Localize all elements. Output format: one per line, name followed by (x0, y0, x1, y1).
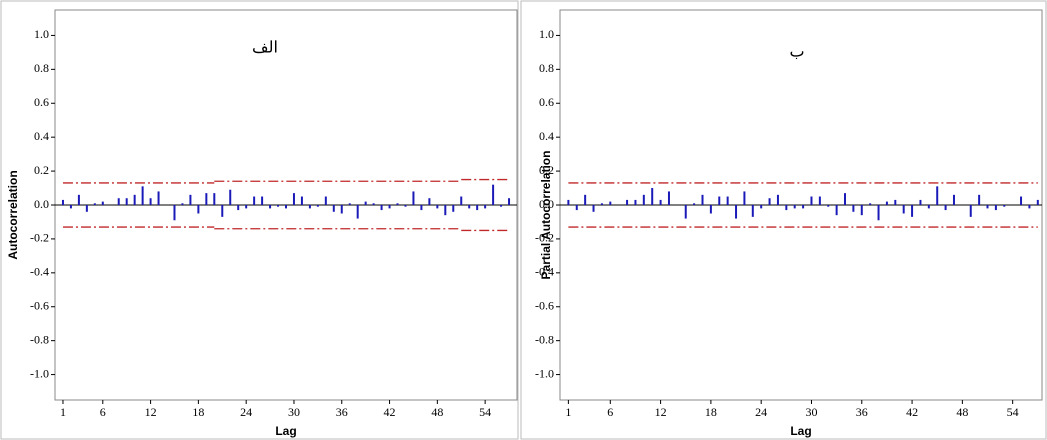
x-tick-label: 36 (336, 405, 348, 419)
x-tick-label: 36 (856, 405, 868, 419)
x-tick-label: 1 (565, 405, 571, 419)
x-tick-label: 54 (1007, 405, 1019, 419)
y-tick-label: 0.2 (34, 163, 49, 177)
y-tick-label: 0.2 (539, 163, 554, 177)
x-tick-label: 6 (100, 405, 106, 419)
x-tick-label: 54 (479, 405, 491, 419)
y-tick-label: 1.0 (539, 27, 554, 41)
y-axis-label: Autocorrelation (6, 170, 20, 259)
y-tick-label: -0.4 (535, 265, 554, 279)
x-tick-label: 12 (655, 405, 667, 419)
y-tick-label: 0.0 (539, 197, 554, 211)
y-tick-label: -0.8 (30, 332, 49, 346)
y-tick-label: 0.6 (34, 95, 49, 109)
x-tick-label: 30 (805, 405, 817, 419)
x-tick-label: 18 (192, 405, 204, 419)
x-tick-label: 42 (906, 405, 918, 419)
y-tick-label: -0.2 (535, 231, 554, 245)
y-axis-label: Partial Autocorrelation (539, 151, 553, 280)
x-tick-label: 48 (956, 405, 968, 419)
chart-title: الف (252, 38, 278, 57)
y-tick-label: -0.6 (535, 298, 554, 312)
x-tick-label: 1 (60, 405, 66, 419)
y-tick-label: 0.8 (34, 61, 49, 75)
y-tick-label: -1.0 (30, 366, 49, 380)
x-tick-label: 42 (384, 405, 396, 419)
x-tick-label: 24 (240, 405, 252, 419)
y-tick-label: -0.2 (30, 231, 49, 245)
x-tick-label: 30 (288, 405, 300, 419)
x-tick-label: 24 (755, 405, 767, 419)
x-tick-label: 18 (705, 405, 717, 419)
x-tick-label: 48 (431, 405, 443, 419)
chart-title: ب (789, 42, 804, 61)
y-tick-label: -0.8 (535, 332, 554, 346)
y-tick-label: -1.0 (535, 366, 554, 380)
y-tick-label: 0.4 (34, 129, 49, 143)
x-tick-label: 6 (607, 405, 613, 419)
x-axis-label: Lag (790, 424, 811, 438)
y-tick-label: 0.4 (539, 129, 554, 143)
x-tick-label: 12 (145, 405, 157, 419)
y-tick-label: -0.6 (30, 298, 49, 312)
y-tick-label: 0.0 (34, 197, 49, 211)
y-tick-label: 0.6 (539, 95, 554, 109)
y-tick-label: 0.8 (539, 61, 554, 75)
y-tick-label: 1.0 (34, 27, 49, 41)
x-axis-label: Lag (275, 424, 296, 438)
y-tick-label: -0.4 (30, 265, 49, 279)
